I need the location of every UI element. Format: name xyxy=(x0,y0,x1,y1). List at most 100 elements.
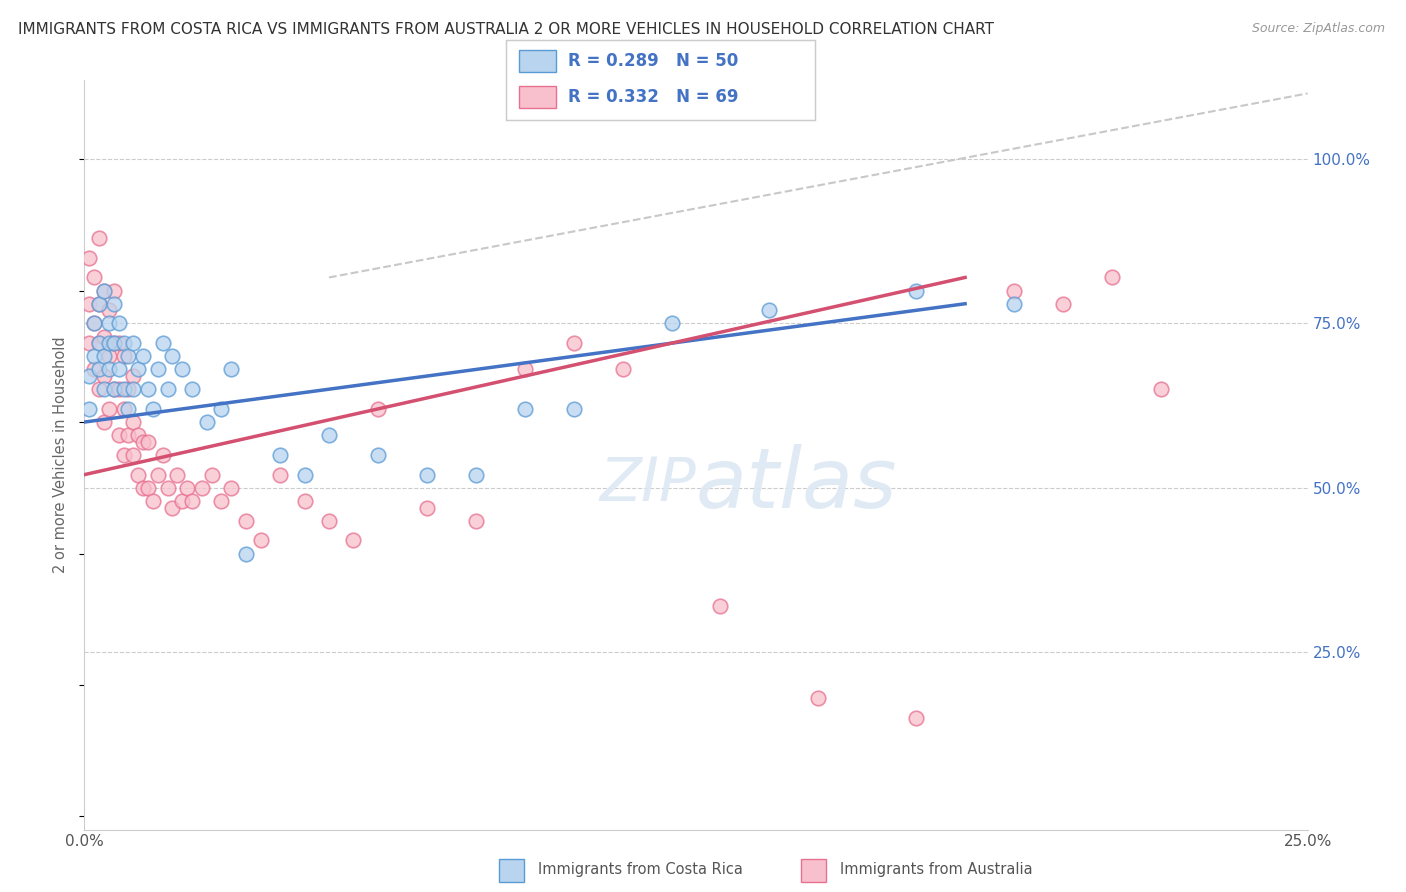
Point xyxy=(103,382,125,396)
Point xyxy=(1002,284,1025,298)
Text: R = 0.289   N = 50: R = 0.289 N = 50 xyxy=(568,52,738,70)
Point xyxy=(1052,297,1074,311)
Point xyxy=(87,382,110,396)
Point xyxy=(107,317,129,331)
Point xyxy=(103,336,125,351)
Bar xyxy=(519,86,555,108)
Point xyxy=(93,349,115,363)
Point xyxy=(83,270,105,285)
Point xyxy=(97,336,120,351)
Point xyxy=(661,317,683,331)
Point xyxy=(77,297,100,311)
Point xyxy=(132,481,155,495)
Point xyxy=(1002,297,1025,311)
Text: ZIP: ZIP xyxy=(599,456,696,515)
Point xyxy=(269,467,291,482)
Point xyxy=(146,467,169,482)
Point xyxy=(152,448,174,462)
Point xyxy=(77,401,100,416)
Text: IMMIGRANTS FROM COSTA RICA VS IMMIGRANTS FROM AUSTRALIA 2 OR MORE VEHICLES IN HO: IMMIGRANTS FROM COSTA RICA VS IMMIGRANTS… xyxy=(18,22,994,37)
Point xyxy=(905,711,928,725)
Text: atlas: atlas xyxy=(696,444,897,525)
Point xyxy=(93,415,115,429)
Point xyxy=(142,494,165,508)
Text: R = 0.332   N = 69: R = 0.332 N = 69 xyxy=(568,88,738,106)
Bar xyxy=(801,859,827,882)
Point xyxy=(464,514,486,528)
Point xyxy=(156,382,179,396)
Point xyxy=(97,401,120,416)
Point xyxy=(172,362,194,376)
Point xyxy=(191,481,214,495)
Point xyxy=(146,362,169,376)
Point xyxy=(294,494,316,508)
Point xyxy=(87,297,110,311)
Point xyxy=(562,336,585,351)
Point xyxy=(367,448,389,462)
Point xyxy=(112,401,135,416)
Point xyxy=(562,401,585,416)
Point xyxy=(416,467,439,482)
Bar xyxy=(519,50,555,72)
Point xyxy=(107,362,129,376)
Point xyxy=(103,297,125,311)
Point xyxy=(181,382,204,396)
Point xyxy=(107,382,129,396)
Point xyxy=(107,428,129,442)
Text: Immigrants from Australia: Immigrants from Australia xyxy=(841,863,1033,877)
Point xyxy=(117,382,139,396)
Point xyxy=(513,401,536,416)
Point xyxy=(97,362,120,376)
Point xyxy=(136,481,159,495)
Point xyxy=(122,448,145,462)
Point xyxy=(117,349,139,363)
Point xyxy=(83,362,105,376)
Point xyxy=(219,481,242,495)
Point xyxy=(235,514,257,528)
Point xyxy=(269,448,291,462)
Point xyxy=(97,349,120,363)
Point xyxy=(807,691,830,706)
Text: Source: ZipAtlas.com: Source: ZipAtlas.com xyxy=(1251,22,1385,36)
Point xyxy=(1150,382,1173,396)
Point xyxy=(172,494,194,508)
Point xyxy=(117,401,139,416)
Point xyxy=(176,481,198,495)
Point xyxy=(87,297,110,311)
Point xyxy=(112,349,135,363)
Point xyxy=(77,369,100,384)
Point xyxy=(342,533,364,548)
Point xyxy=(464,467,486,482)
Point xyxy=(235,547,257,561)
Point xyxy=(93,284,115,298)
Point xyxy=(83,349,105,363)
Point xyxy=(93,382,115,396)
Point xyxy=(103,284,125,298)
Y-axis label: 2 or more Vehicles in Household: 2 or more Vehicles in Household xyxy=(53,336,69,574)
Point xyxy=(117,428,139,442)
Point xyxy=(87,336,110,351)
Point xyxy=(136,382,159,396)
Point xyxy=(758,303,780,318)
Point xyxy=(294,467,316,482)
Point xyxy=(122,336,145,351)
Point xyxy=(122,415,145,429)
Point xyxy=(200,467,222,482)
Point xyxy=(136,434,159,449)
Point xyxy=(97,317,120,331)
Point xyxy=(209,401,232,416)
Point xyxy=(87,362,110,376)
Point xyxy=(93,369,115,384)
Point xyxy=(513,362,536,376)
Text: Immigrants from Costa Rica: Immigrants from Costa Rica xyxy=(538,863,742,877)
Point xyxy=(77,336,100,351)
Point xyxy=(142,401,165,416)
Point xyxy=(83,317,105,331)
Point xyxy=(905,284,928,298)
Point xyxy=(93,284,115,298)
Point xyxy=(318,514,340,528)
Point xyxy=(127,467,149,482)
Bar xyxy=(499,859,524,882)
Point xyxy=(93,329,115,343)
Point xyxy=(122,369,145,384)
